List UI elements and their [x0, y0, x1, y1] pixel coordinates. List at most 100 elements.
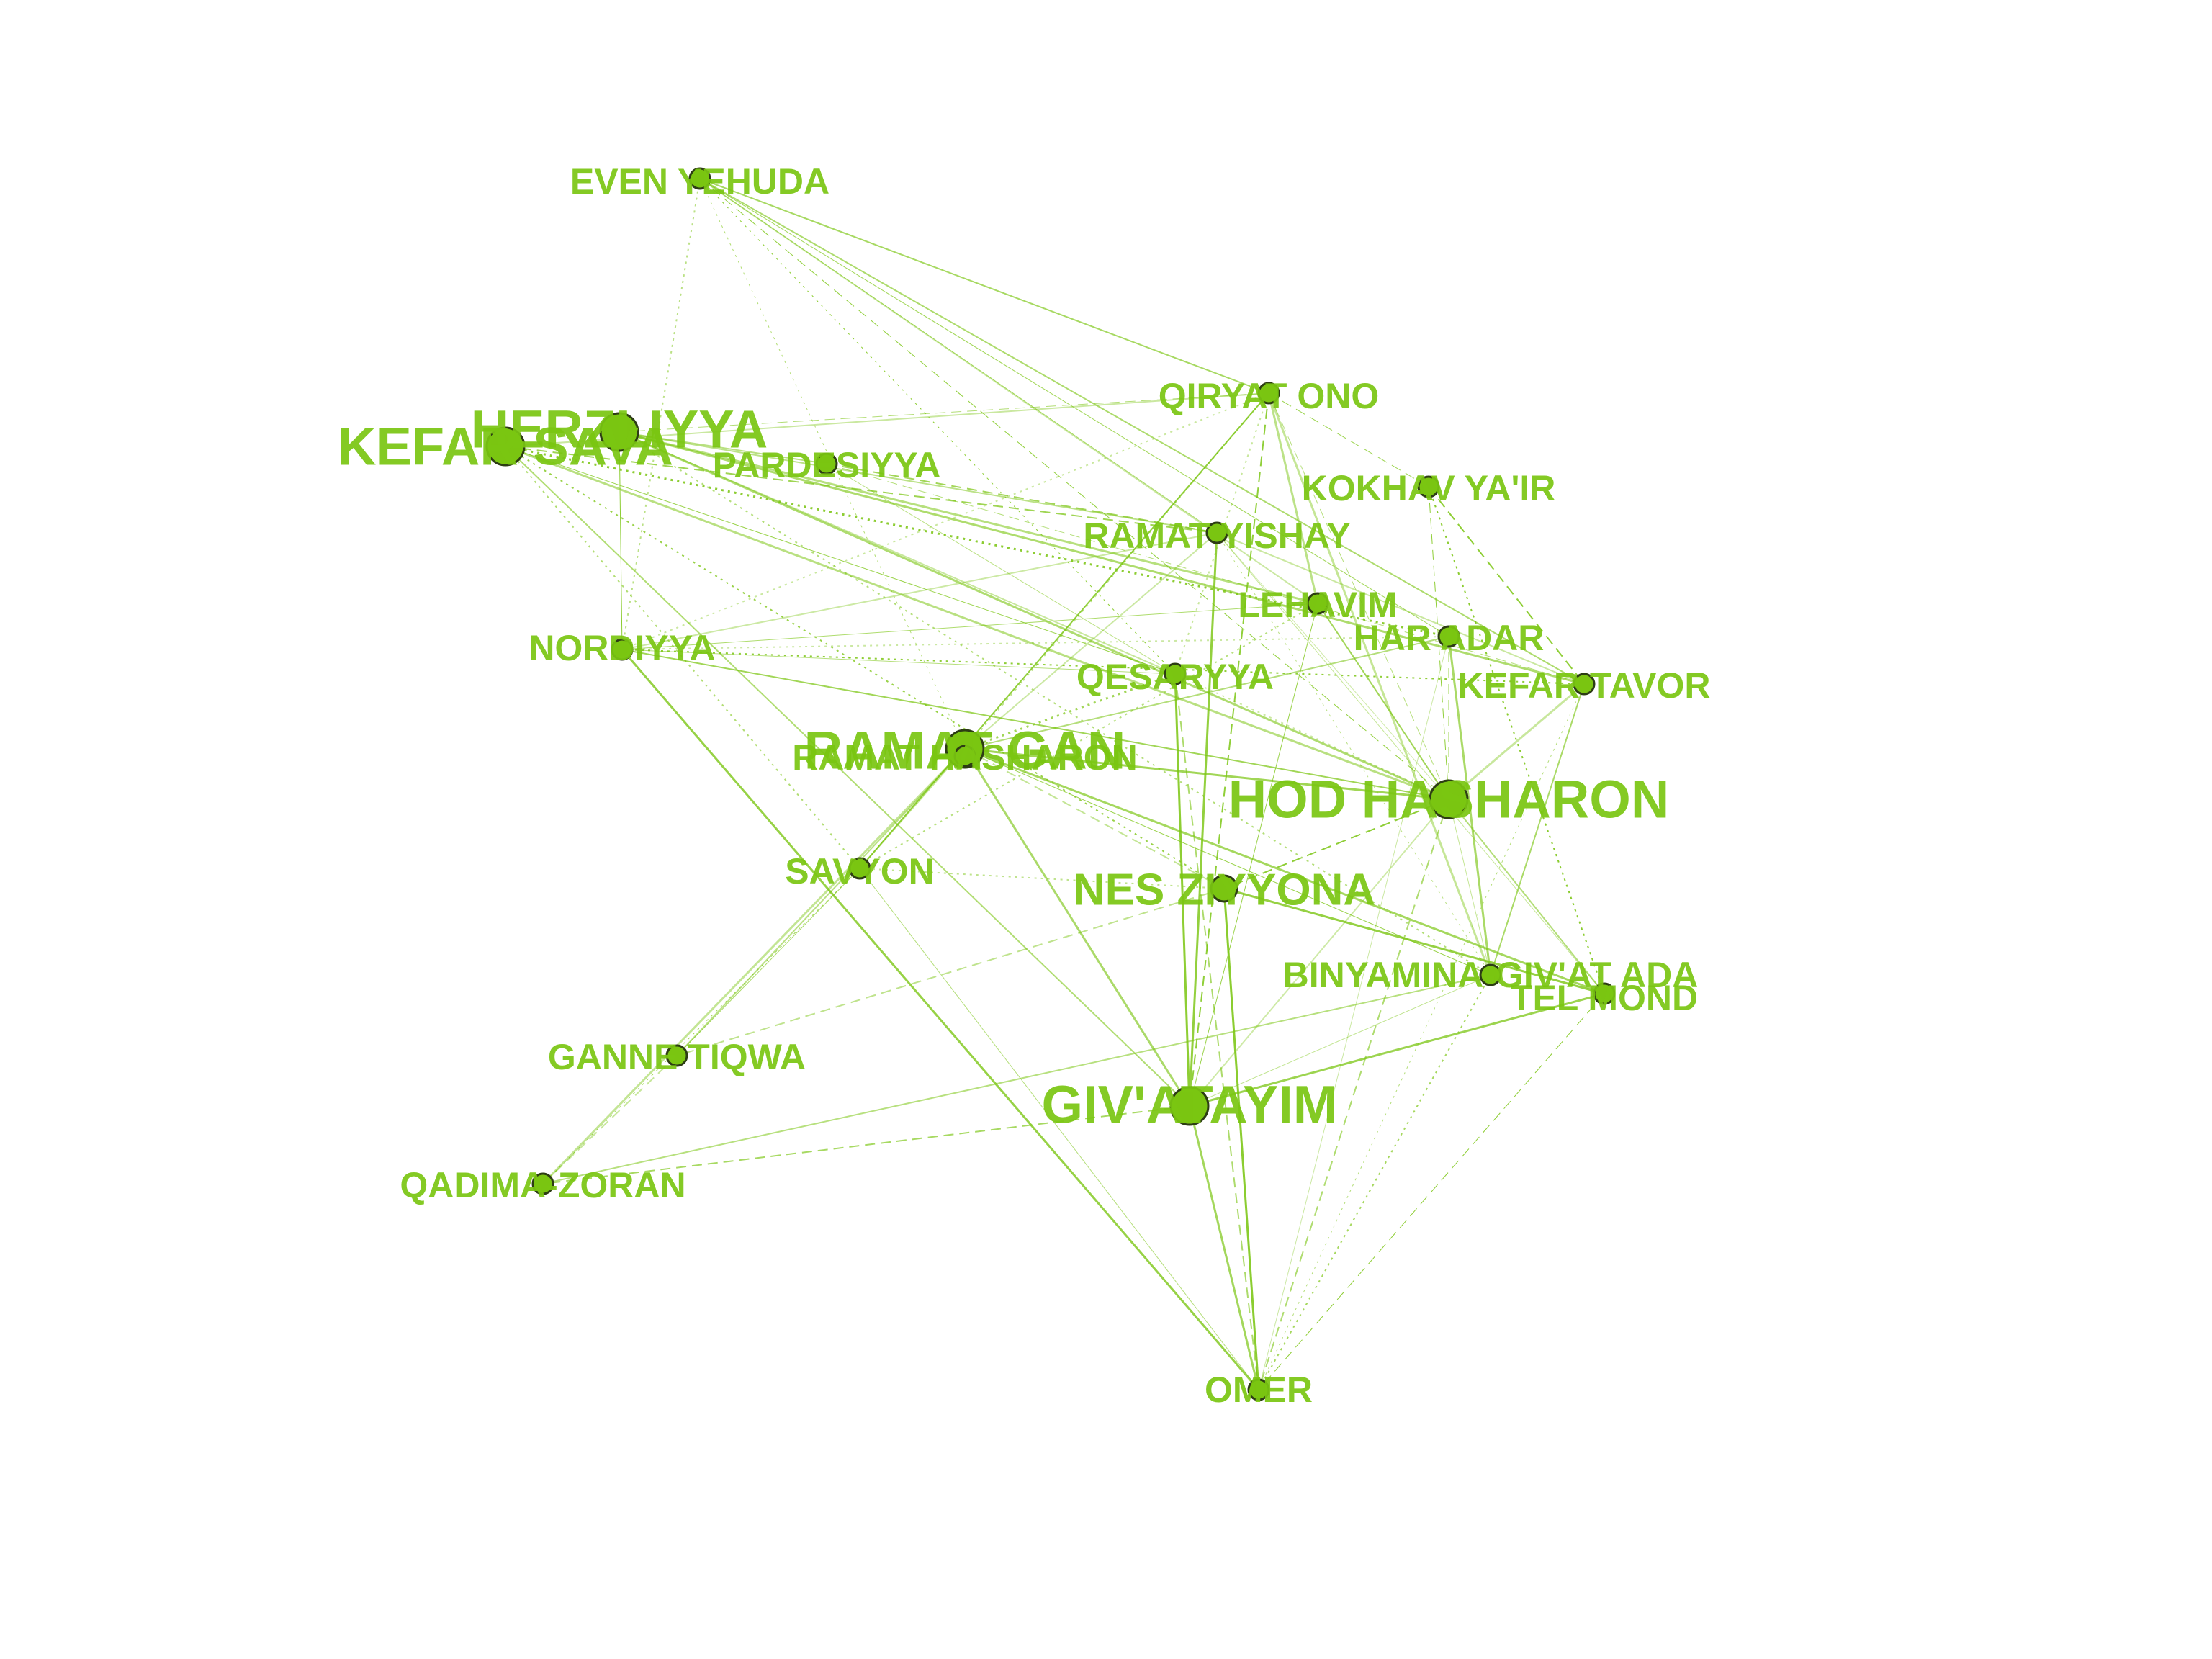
node-nordiyya [611, 638, 634, 661]
edge-ramat-gan-savyon [859, 748, 966, 869]
edge-har-adar-binyamina [1447, 636, 1492, 976]
edge-even-yehuda-qiryat-ono [699, 178, 1269, 394]
edge-hod-hasharon-givatayim [1189, 799, 1449, 1107]
edge-nordiyya-qesaryya [621, 649, 1176, 675]
node-pardesiyya [815, 452, 838, 475]
edge-kefar-sava-qesaryya [505, 446, 1176, 675]
edge-qiryat-ono-hod-hasharon [1268, 392, 1449, 800]
node-tel-mond [1593, 982, 1616, 1005]
node-label-omer: OMER [1205, 1370, 1313, 1410]
edge-even-yehuda-ramat-gan [699, 178, 966, 750]
edge-kefar-tavor-binyamina [1490, 683, 1585, 976]
node-qesaryya [1164, 662, 1187, 685]
edge-nordiyya-omer [621, 649, 1260, 1390]
edge-nes-ziyyona-ganne-tiqwa [676, 888, 1225, 1056]
node-kokhav-yair [1417, 475, 1440, 498]
edge-nordiyya-hod-hasharon [621, 649, 1449, 800]
edge-hod-hasharon-binyamina [1448, 799, 1491, 976]
node-ramat-hasharon [953, 745, 976, 768]
edge-ramat-yishay-ramat-gan [964, 532, 1218, 750]
node-omer [1247, 1378, 1270, 1401]
node-label-herzliyya: HERZLIYYA [471, 400, 768, 459]
edge-har-adar-nordiyya [621, 636, 1449, 650]
node-label-kokhav-yair: KOKHAV YA'IR [1302, 468, 1556, 508]
edge-savyon-omer [859, 868, 1259, 1390]
edge-pardesiyya-kefar-tavor [826, 463, 1585, 685]
edge-ramat-gan-givatayim [963, 748, 1191, 1107]
node-even-yehuda [688, 167, 711, 190]
edge-hod-hasharon-kefar-tavor [1448, 683, 1585, 801]
edge-herzliyya-nordiyya [619, 431, 623, 650]
edge-har-adar-ramat-gan [964, 636, 1449, 750]
edge-ramat-gan-nes-ziyyona [964, 748, 1225, 889]
edge-even-yehuda-kefar-tavor [699, 178, 1585, 685]
edge-lehavim-savyon [859, 603, 1318, 869]
edge-kefar-sava-nes-ziyyona [505, 446, 1225, 889]
node-lehavim [1306, 592, 1329, 615]
node-label-ganne-tiqwa: GANNE TIQWA [548, 1037, 806, 1077]
edge-givatayim-omer [1188, 1105, 1260, 1390]
edge-qesaryya-ramat-gan [964, 673, 1176, 750]
node-hod-hasharon [1429, 779, 1469, 819]
node-herzliyya [599, 412, 639, 452]
edge-pardesiyya-qesaryya [826, 463, 1176, 675]
node-label-ramat-gan: RAMAT GAN [804, 721, 1126, 781]
node-label-lehavim: LEHAVIM [1238, 585, 1397, 625]
edge-herzliyya-ramat-yishay [619, 431, 1218, 534]
node-label-qadima-zoran: QADIMA-ZORAN [400, 1165, 685, 1205]
edge-kokhav-yair-kefar-tavor [1428, 486, 1585, 685]
node-nes-ziyyona [1210, 874, 1238, 903]
edge-herzliyya-lehavim [619, 431, 1318, 605]
node-kefar-sava [485, 426, 526, 467]
edge-ramat-yishay-binyamina [1216, 532, 1491, 976]
node-layer [485, 167, 1616, 1401]
node-label-har-adar: HAR ADAR [1354, 618, 1545, 658]
node-qadima-zoran [531, 1172, 554, 1195]
edge-savyon-ganne-tiqwa [676, 868, 860, 1056]
edge-binyamina-qadima-zoran [542, 974, 1491, 1184]
node-label-pardesiyya: PARDESIYYA [713, 445, 941, 485]
edge-nes-ziyyona-tel-mond [1223, 887, 1605, 995]
edge-givatayim-qadima-zoran [542, 1105, 1190, 1184]
node-kefar-tavor [1573, 673, 1596, 696]
edge-qiryat-ono-lehavim [1267, 392, 1319, 604]
node-label-nes-ziyyona: NES ZIYYONA [1073, 865, 1375, 914]
node-label-kefar-tavor: KEFAR TAVOR [1458, 665, 1711, 706]
edge-kefar-sava-hod-hasharon [505, 445, 1449, 801]
edge-kefar-sava-har-adar [505, 445, 1449, 638]
edge-lehavim-nordiyya [621, 603, 1318, 650]
edge-herzliyya-hod-hasharon [619, 431, 1449, 801]
edge-ramat-yishay-tel-mond [1216, 532, 1605, 994]
edge-even-yehuda-har-adar [699, 178, 1449, 637]
edge-hod-hasharon-tel-mond [1448, 799, 1605, 994]
edge-lehavim-hod-hasharon [1317, 603, 1449, 800]
edge-ramat-gan-ganne-tiqwa [676, 748, 966, 1056]
node-label-tel-mond: TEL MOND [1511, 978, 1698, 1018]
edge-kefar-sava-givatayim [505, 446, 1190, 1107]
edge-kefar-sava-ramat-yishay [505, 446, 1218, 534]
node-label-even-yehuda: EVEN YEHUDA [570, 161, 830, 202]
node-label-givatayim: GIV'ATAYIM [1042, 1075, 1338, 1135]
edge-ramat-yishay-nordiyya [621, 532, 1218, 650]
edge-even-yehuda-qesaryya [699, 178, 1176, 675]
edge-layer [505, 178, 1605, 1390]
node-har-adar [1437, 625, 1460, 648]
node-givatayim [1169, 1086, 1210, 1126]
edge-herzliyya-binyamina [619, 431, 1491, 976]
node-qiryat-ono [1257, 382, 1280, 405]
edge-ramat-yishay-kefar-tavor [1216, 532, 1585, 685]
node-label-binyamina: BINYAMINA-GIV'AT ADA [1283, 955, 1699, 995]
edge-hod-hasharon-nes-ziyyona [1223, 799, 1449, 889]
edge-ramat-gan-qadima-zoran [541, 747, 966, 1185]
node-label-savyon: SAVYON [785, 851, 934, 891]
edge-tel-mond-omer [1258, 993, 1605, 1390]
edge-ramat-yishay-givatayim [1188, 532, 1218, 1107]
edge-qiryat-ono-givatayim [1189, 392, 1269, 1107]
node-label-ramat-yishay: RAMAT YISHAY [1083, 516, 1350, 556]
edge-tel-mond-givatayim [1189, 992, 1605, 1107]
edge-herzliyya-pardesiyya [619, 431, 827, 464]
edge-binyamina-givatayim [1189, 974, 1491, 1107]
edge-even-yehuda-ramat-yishay [699, 178, 1218, 534]
